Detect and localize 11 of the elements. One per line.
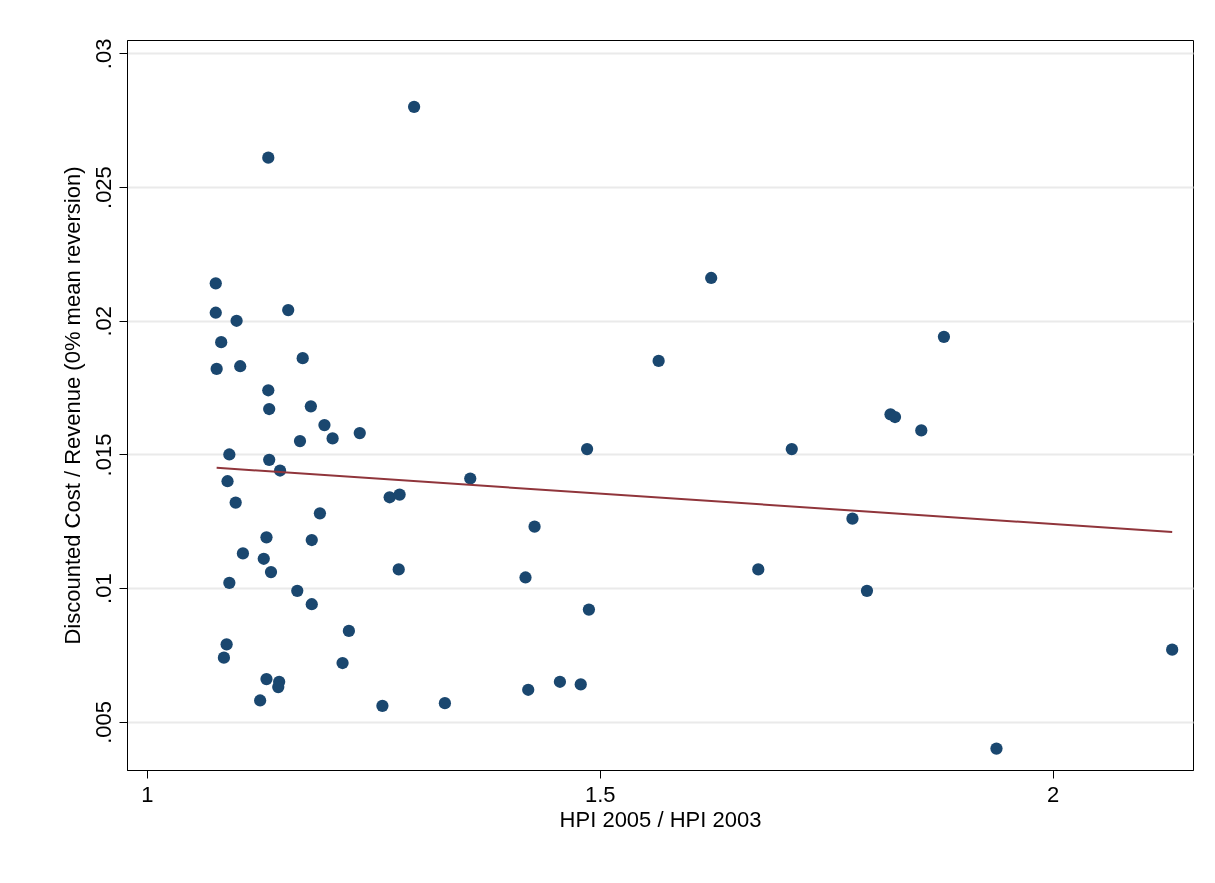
y-tick-label: .015 <box>90 433 116 477</box>
y-tick-label: .03 <box>90 38 116 70</box>
y-tick-label: .02 <box>90 305 116 337</box>
x-tick-label: 1.5 <box>584 781 616 807</box>
x-axis-title: HPI 2005 / HPI 2003 <box>559 806 762 832</box>
x-tick-label: 2 <box>1046 781 1060 807</box>
y-axis-title: Discounted Cost / Revenue (0% mean reversion) <box>59 166 85 645</box>
y-tick-label: .025 <box>90 166 116 209</box>
y-tick-label: .005 <box>90 700 116 744</box>
y-tick-label: .01 <box>90 573 116 604</box>
x-tick-label: 1 <box>141 781 154 807</box>
